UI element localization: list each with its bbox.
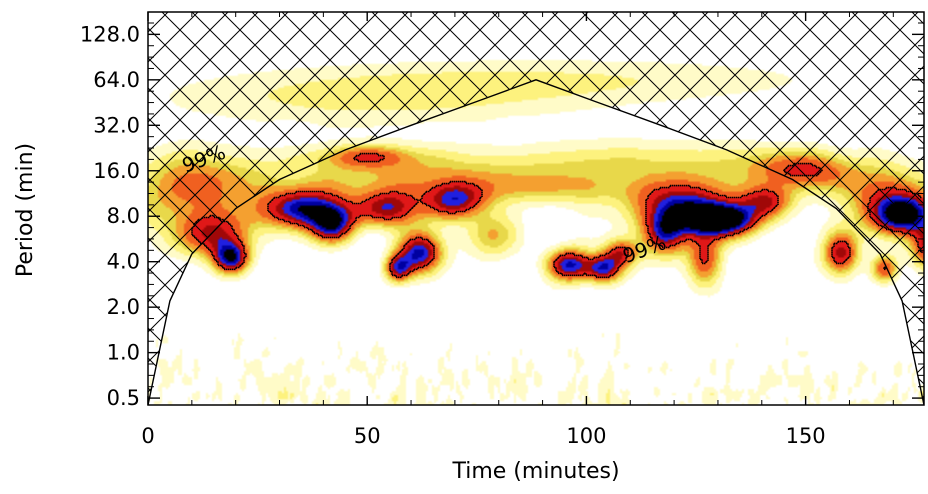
y-tick-label: 4.0 (107, 250, 140, 274)
y-tick-label: 2.0 (107, 295, 140, 319)
x-axis-title: Time (minutes) (451, 459, 619, 484)
x-tick-label: 0 (141, 424, 154, 448)
y-tick-label: 1.0 (107, 341, 140, 365)
y-tick-label: 64.0 (93, 68, 140, 92)
x-tick-label: 100 (566, 424, 606, 448)
x-tick-label: 150 (786, 424, 826, 448)
y-tick-label: 128.0 (80, 22, 140, 46)
plot-frame (147, 11, 925, 406)
x-axis-ticks: 0 50 100 150 (141, 12, 894, 448)
y-tick-label: 0.5 (107, 386, 140, 410)
y-tick-label: 16.0 (93, 159, 140, 183)
y-tick-label: 8.0 (107, 204, 140, 228)
y-axis-ticks: 0.5 1.0 2.0 4.0 8.0 16.0 32.0 64.0 128.0 (80, 22, 924, 410)
y-tick-label: 32.0 (93, 113, 140, 137)
cone-of-influence-line (148, 79, 924, 405)
cone-of-influence-hatch (148, 12, 924, 405)
x-tick-label: 50 (354, 424, 381, 448)
plot-area: 99%99% (148, 12, 924, 405)
y-axis-title: Period (min) (13, 143, 38, 277)
